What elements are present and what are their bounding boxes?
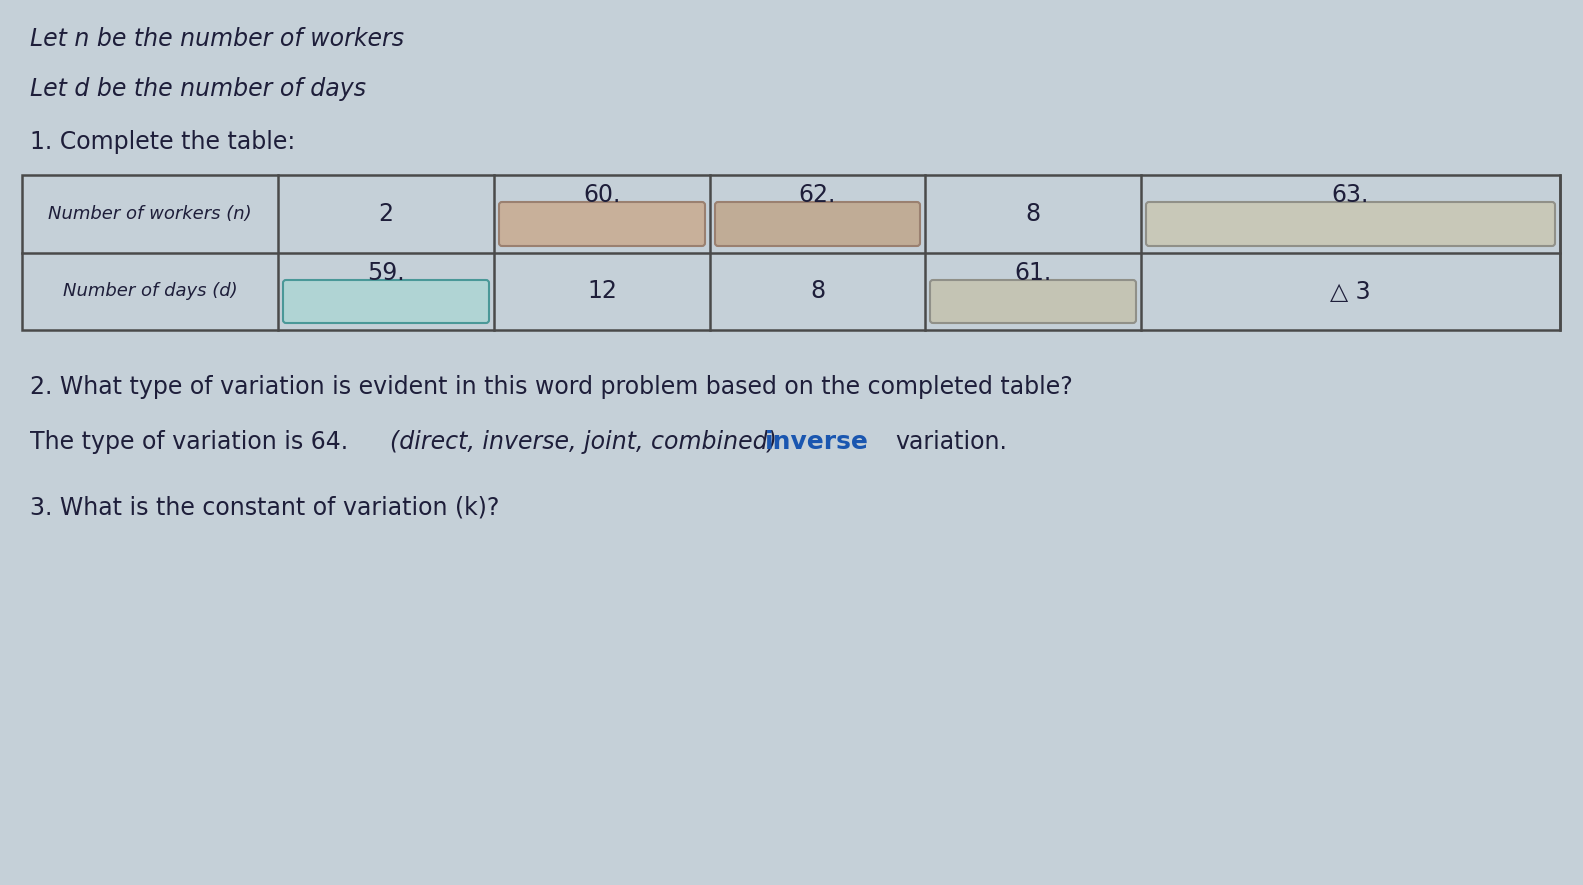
Text: Let d be the number of days: Let d be the number of days — [30, 77, 366, 101]
Text: 8: 8 — [1026, 202, 1040, 226]
Text: 60.: 60. — [583, 183, 621, 207]
Text: 61.: 61. — [1015, 261, 1051, 285]
Text: 3. What is the constant of variation (k)?: 3. What is the constant of variation (k)… — [30, 495, 499, 519]
Text: variation.: variation. — [894, 430, 1007, 454]
Bar — [22, 175, 1559, 330]
Text: 63.: 63. — [1331, 183, 1369, 207]
Text: △ 3: △ 3 — [1330, 280, 1371, 304]
Text: 8: 8 — [810, 280, 825, 304]
Text: 12: 12 — [587, 280, 617, 304]
Text: 59.: 59. — [367, 261, 405, 285]
FancyBboxPatch shape — [929, 280, 1137, 323]
Text: (direct, inverse, joint, combined): (direct, inverse, joint, combined) — [389, 430, 777, 454]
FancyBboxPatch shape — [1146, 202, 1555, 246]
Text: Number of days (d): Number of days (d) — [63, 282, 237, 301]
Text: 2: 2 — [378, 202, 394, 226]
Text: Let n be the number of workers: Let n be the number of workers — [30, 27, 404, 51]
Text: 1. Complete the table:: 1. Complete the table: — [30, 130, 296, 154]
Text: Number of workers (n): Number of workers (n) — [47, 205, 252, 223]
Text: inverse: inverse — [765, 430, 869, 454]
FancyBboxPatch shape — [716, 202, 920, 246]
FancyBboxPatch shape — [283, 280, 489, 323]
Text: 2. What type of variation is evident in this word problem based on the completed: 2. What type of variation is evident in … — [30, 375, 1073, 399]
FancyBboxPatch shape — [499, 202, 704, 246]
Text: The type of variation is 64.: The type of variation is 64. — [30, 430, 356, 454]
Text: 62.: 62. — [799, 183, 836, 207]
